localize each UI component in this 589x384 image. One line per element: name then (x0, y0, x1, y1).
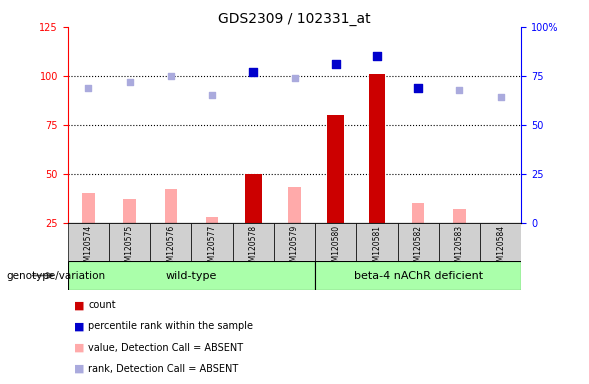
Bar (327, 115, 344, 223)
Text: genotype/variation: genotype/variation (6, 270, 105, 281)
Text: GSM120584: GSM120584 (496, 225, 505, 271)
Text: GSM120579: GSM120579 (290, 225, 299, 271)
Bar (315, 261, 521, 290)
Bar (288, 187, 300, 223)
Bar (68, 261, 315, 290)
Bar (412, 203, 424, 223)
Point (413, 84, 423, 91)
Text: GSM120575: GSM120575 (125, 225, 134, 271)
Bar (206, 217, 218, 223)
Bar (480, 223, 521, 261)
Text: GSM120577: GSM120577 (207, 225, 217, 271)
Bar (494, 223, 507, 227)
Text: percentile rank within the sample: percentile rank within the sample (88, 321, 253, 331)
Text: count: count (88, 300, 116, 310)
Bar (247, 223, 259, 227)
Bar (245, 174, 262, 223)
Text: GSM120576: GSM120576 (166, 225, 176, 271)
Text: GSM120583: GSM120583 (455, 225, 464, 271)
Point (372, 53, 382, 59)
Text: rank, Detection Call = ABSENT: rank, Detection Call = ABSENT (88, 364, 239, 374)
Text: GSM120580: GSM120580 (331, 225, 340, 271)
Title: GDS2309 / 102331_at: GDS2309 / 102331_at (218, 12, 371, 26)
Point (455, 86, 464, 93)
Text: wild-type: wild-type (166, 270, 217, 281)
Point (166, 73, 176, 79)
Text: GSM120581: GSM120581 (372, 225, 382, 271)
Text: value, Detection Call = ABSENT: value, Detection Call = ABSENT (88, 343, 243, 353)
Point (496, 94, 505, 101)
Point (84, 84, 93, 91)
Point (249, 69, 258, 75)
Bar (150, 223, 191, 261)
Bar (369, 74, 385, 223)
Bar (439, 223, 480, 261)
Point (125, 79, 134, 85)
Text: GSM120582: GSM120582 (413, 225, 423, 271)
Bar (68, 223, 109, 261)
Text: ■: ■ (74, 321, 84, 331)
Text: ■: ■ (74, 300, 84, 310)
Bar (233, 223, 274, 261)
Text: beta-4 nAChR deficient: beta-4 nAChR deficient (353, 270, 483, 281)
Bar (315, 223, 356, 261)
Point (290, 75, 299, 81)
Bar (398, 223, 439, 261)
Bar (454, 209, 466, 223)
Text: ■: ■ (74, 364, 84, 374)
Text: GSM120578: GSM120578 (249, 225, 258, 271)
Bar (274, 223, 315, 261)
Point (207, 92, 217, 98)
Point (331, 61, 340, 67)
Bar (82, 194, 94, 223)
Bar (191, 223, 233, 261)
Bar (164, 189, 177, 223)
Text: ■: ■ (74, 343, 84, 353)
Text: GSM120574: GSM120574 (84, 225, 93, 271)
Bar (356, 223, 398, 261)
Bar (124, 199, 135, 223)
Bar (109, 223, 150, 261)
